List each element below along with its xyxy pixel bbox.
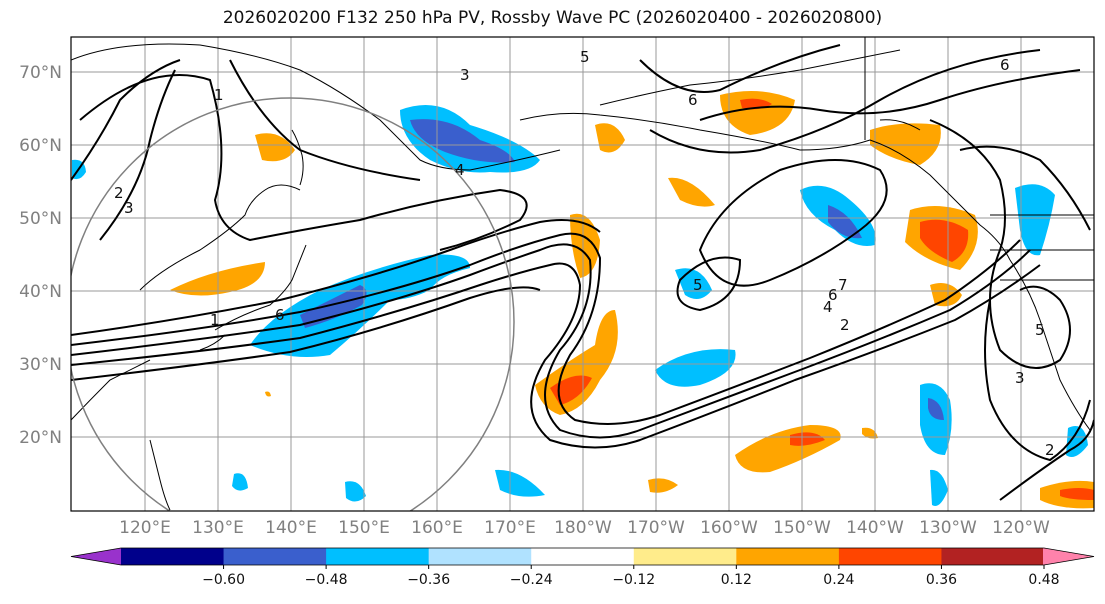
lon-label: 120°W <box>992 518 1050 538</box>
colorbar-extend-min <box>71 548 122 565</box>
contour-label: 3 <box>1015 369 1025 387</box>
lat-label: 20°N <box>19 428 62 448</box>
negative-anomaly-area <box>410 119 515 163</box>
colorbar-tick-label: 0.36 <box>926 572 957 588</box>
colorbar-tick-label: −0.24 <box>510 572 553 588</box>
colorbar-outline <box>70 547 1095 566</box>
colorbar-extend-max <box>1043 548 1094 565</box>
lon-label: 160°E <box>411 518 463 538</box>
negative-anomaly-area <box>345 481 366 502</box>
lon-label: 140°E <box>265 518 317 538</box>
colorbar-segment <box>941 548 1045 565</box>
colorbar-tick-label: −0.12 <box>612 572 655 588</box>
negative-anomaly-area <box>495 469 545 497</box>
contour-label: 7 <box>838 276 848 294</box>
positive-anomaly-area <box>790 432 825 446</box>
contour-label: 2 <box>114 184 124 202</box>
lon-label: 140°W <box>846 518 904 538</box>
positive-anomaly-area <box>595 123 625 153</box>
colorbar-segment <box>223 548 327 565</box>
colorbar-segment <box>633 548 737 565</box>
contour-label: 5 <box>1035 321 1045 339</box>
positive-anomaly-area <box>668 177 715 207</box>
colorbar-segment <box>838 548 942 565</box>
colorbar-segment <box>326 548 430 565</box>
colorbar-segment <box>428 548 532 565</box>
lon-label: 150°W <box>773 518 831 538</box>
negative-anomaly-area <box>920 383 952 455</box>
contour-label: 6 <box>1000 56 1010 74</box>
lat-label: 30°N <box>19 355 62 375</box>
contour-label: 4 <box>823 298 833 316</box>
contour-label: 3 <box>460 66 470 84</box>
positive-anomaly-area <box>265 391 271 397</box>
positive-anomaly-area <box>870 123 941 165</box>
negative-anomaly-area <box>655 349 736 387</box>
contour-label-group: 1 2 3 3 5 6 6 4 4 6 7 2 5 5 3 2 1 6 <box>114 48 1055 459</box>
colorbar-tick-label: −0.48 <box>305 572 348 588</box>
positive-anomaly-area <box>255 133 295 162</box>
lat-label: 60°N <box>19 136 62 156</box>
lon-label: 150°E <box>338 518 390 538</box>
colorbar-tick-label: 0.24 <box>823 572 854 588</box>
latitude-labels: 70°N 60°N 50°N 40°N 30°N 20°N <box>19 63 62 448</box>
contour-label: 6 <box>688 91 698 109</box>
map-title: 2026020200 F132 250 hPa PV, Rossby Wave … <box>222 8 883 28</box>
contour-label: 6 <box>828 286 838 304</box>
positive-anomaly-area <box>550 375 592 405</box>
graticule <box>71 37 1094 511</box>
contour-label: 1 <box>214 86 224 104</box>
positive-anomaly-area <box>735 425 841 473</box>
positive-anomaly-area <box>570 213 600 278</box>
negative-anomaly-area <box>828 205 862 239</box>
lon-label: 180°W <box>554 518 612 538</box>
lon-label: 160°W <box>700 518 758 538</box>
positive-anomaly-area <box>920 219 969 262</box>
contour-label: 5 <box>580 48 590 66</box>
colorbar: −0.60 −0.48 −0.36 −0.24 −0.12 0.12 0.24 0.36 0.4… <box>70 547 1095 588</box>
colorbar-tick-label: 0.48 <box>1028 572 1059 588</box>
lon-label: 130°W <box>919 518 977 538</box>
negative-anomaly-area <box>930 469 948 506</box>
contour-label: 6 <box>275 306 285 324</box>
contour-label: 2 <box>840 316 850 334</box>
negative-anomaly-area <box>232 473 248 491</box>
negative-anomaly-area <box>1015 184 1055 256</box>
positive-anomaly-area <box>862 427 878 439</box>
negative-anomaly-area <box>928 398 944 420</box>
contour-label: 2 <box>1045 441 1055 459</box>
lat-label: 70°N <box>19 63 62 83</box>
longitude-labels: 120°E 130°E 140°E 150°E 160°E 170°E 180°… <box>119 518 1050 538</box>
colorbar-tick-label: −0.36 <box>407 572 450 588</box>
colorbar-segment <box>736 548 840 565</box>
positive-anomaly-area <box>930 282 962 307</box>
lat-label: 40°N <box>19 282 62 302</box>
positive-anomaly-area <box>1060 488 1094 500</box>
contour-label: 5 <box>693 276 703 294</box>
influence-circle <box>71 97 515 511</box>
contour-label: 4 <box>455 161 465 179</box>
colorbar-segment <box>121 548 225 565</box>
lon-label: 120°E <box>119 518 171 538</box>
contour-label: 1 <box>210 311 220 329</box>
positive-anomaly-area <box>720 91 795 135</box>
colorbar-segment <box>531 548 635 565</box>
negative-anomaly-area <box>300 285 367 328</box>
colorbar-tick-label: −0.60 <box>202 572 245 588</box>
contour-label: 3 <box>124 199 134 217</box>
lon-label: 170°W <box>627 518 685 538</box>
lon-label: 170°E <box>484 518 536 538</box>
positive-anomaly-area <box>648 478 678 493</box>
lat-label: 50°N <box>19 209 62 229</box>
pv-contours <box>71 44 1094 501</box>
map-frame <box>70 36 1095 512</box>
lon-label: 130°E <box>192 518 244 538</box>
colorbar-tick-label: 0.12 <box>721 572 752 588</box>
